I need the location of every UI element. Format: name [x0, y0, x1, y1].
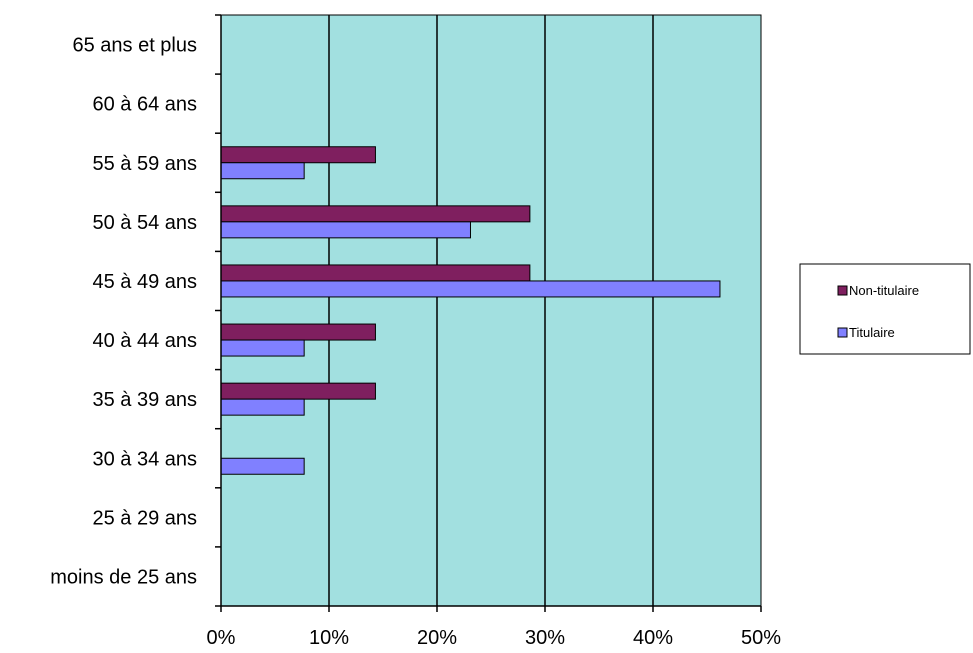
y-axis: moins de 25 ans 25 à 29 ans 30 à 34 ans 35 … [50, 14, 222, 607]
y-tick-label: 45 à 49 ans [92, 271, 197, 293]
bar-titulaire [220, 162, 305, 180]
plot-area [220, 14, 762, 607]
bar-non-titulaire [220, 264, 531, 282]
y-tick-label: 30 à 34 ans [92, 448, 197, 470]
bars [220, 146, 721, 475]
y-tick-label: 60 à 64 ans [92, 94, 197, 116]
legend-label: Non-titulaire [849, 283, 919, 298]
x-axis: 0% 10% 20% 30% 40% 50% [207, 605, 781, 649]
bar-titulaire [220, 221, 471, 239]
legend-label: Titulaire [849, 325, 895, 340]
legend-box [799, 263, 971, 355]
gridlines [328, 15, 654, 606]
legend-swatch [837, 285, 848, 296]
y-tick-label: 40 à 44 ans [92, 330, 197, 352]
x-tick-label: 30% [525, 627, 565, 649]
legend-swatch [837, 327, 848, 338]
bar-titulaire [220, 280, 721, 298]
bar-titulaire [220, 339, 305, 357]
x-tick-label: 50% [741, 627, 781, 649]
y-tick-label: 50 à 54 ans [92, 212, 197, 234]
x-tick-label: 40% [633, 627, 673, 649]
bar-titulaire [220, 398, 305, 416]
y-tick-label: moins de 25 ans [50, 566, 197, 588]
x-tick-label: 0% [207, 627, 236, 649]
bar-titulaire [220, 457, 305, 475]
y-tick-label: 55 à 59 ans [92, 153, 197, 175]
bar-non-titulaire [220, 146, 376, 164]
bar-non-titulaire [220, 323, 376, 341]
legend: Non-titulaire Titulaire [799, 263, 971, 355]
bar-non-titulaire [220, 205, 531, 223]
x-tick-label: 10% [309, 627, 349, 649]
x-tick-label: 20% [417, 627, 457, 649]
y-tick-label: 65 ans et plus [72, 35, 197, 57]
y-tick-label: 25 à 29 ans [92, 507, 197, 529]
y-tick-label: 35 à 39 ans [92, 389, 197, 411]
bar-non-titulaire [220, 382, 376, 400]
